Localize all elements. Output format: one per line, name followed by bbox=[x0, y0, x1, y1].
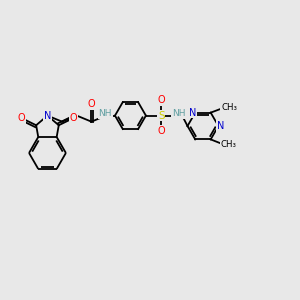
Text: O: O bbox=[158, 95, 165, 105]
Text: N: N bbox=[217, 121, 224, 131]
Text: CH₃: CH₃ bbox=[220, 140, 236, 149]
Text: N: N bbox=[189, 108, 197, 118]
Text: CH₃: CH₃ bbox=[221, 103, 237, 112]
Text: O: O bbox=[88, 99, 95, 110]
Text: S: S bbox=[158, 111, 165, 121]
Text: O: O bbox=[17, 113, 25, 123]
Text: NH: NH bbox=[172, 109, 185, 118]
Text: N: N bbox=[44, 111, 51, 121]
Text: NH: NH bbox=[98, 109, 112, 118]
Text: O: O bbox=[70, 113, 77, 123]
Text: O: O bbox=[158, 126, 165, 136]
